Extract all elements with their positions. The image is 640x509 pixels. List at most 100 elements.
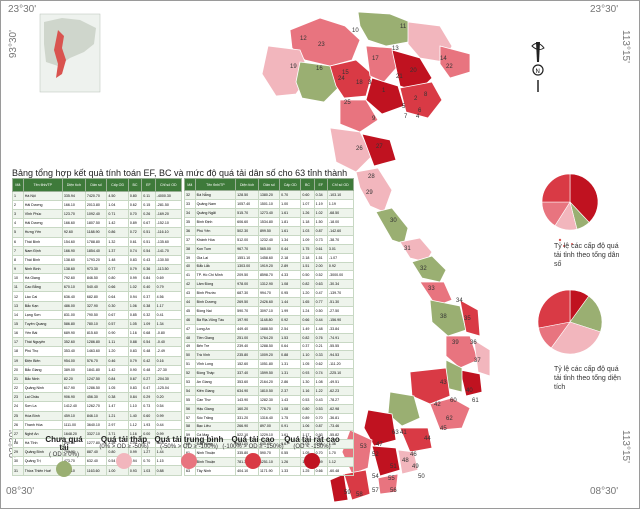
- table-cell: 1688.50: [257, 323, 281, 334]
- table-cell: 353.60: [235, 377, 259, 387]
- table-cell: 40: [184, 261, 196, 272]
- table-cell: 4: [12, 218, 24, 229]
- table-cell: Kon Tum: [194, 243, 237, 254]
- table-cell: 0.26: [141, 209, 156, 220]
- table-cell: -78.27: [326, 394, 355, 405]
- table-cell: Bình Phước: [194, 288, 237, 299]
- table-cell: 0.86: [106, 227, 129, 238]
- table-cell: 197.90: [235, 314, 259, 325]
- table-cell: 0.11: [141, 190, 156, 201]
- table-cell: -62.23: [326, 385, 355, 396]
- province-label: 63: [392, 430, 399, 436]
- table-cell: 1810.50: [257, 385, 281, 396]
- table-cell: 0.92: [279, 314, 302, 325]
- table-cell: 0.66: [300, 314, 315, 325]
- legend-item-low: Quá tải thấp (0% > OD ≥ -50%): [94, 436, 154, 469]
- table-cell: 1009.20: [257, 350, 281, 361]
- legend-range: (OD < -150%): [293, 444, 331, 450]
- table-cell: -2.49: [154, 346, 183, 357]
- table-cell: 0.44: [154, 419, 183, 430]
- table-cell: Nam Định: [22, 245, 63, 256]
- table-cell: 1.10: [127, 401, 143, 412]
- table-cell: 576.70: [84, 355, 108, 366]
- table-cell: -18.00: [326, 217, 355, 227]
- table-cell: 56: [184, 403, 196, 414]
- table-cell: -225.10: [326, 368, 355, 379]
- table-row: 49 Bến Tre 239.40 1288.50 0.64 0.37 0.21 -55.55: [184, 341, 355, 352]
- table-header-cell: Dân số: [84, 178, 108, 192]
- table-cell: 590.70: [235, 305, 259, 316]
- table-cell: 82.20: [61, 373, 86, 385]
- table-cell: 0.48: [141, 346, 156, 357]
- table-cell: Hưng Yên: [22, 227, 63, 238]
- table-row: 11 Cao Bằng 670.10 540.40 0.66 1.02 0.40 0.79: [12, 282, 183, 293]
- table-cell: -3000.00: [326, 270, 355, 281]
- province-label: 33: [428, 286, 435, 292]
- table-cell: Long An: [194, 323, 237, 334]
- table-cell: 1.99: [279, 305, 302, 316]
- table-cell: 0.82: [300, 332, 315, 343]
- table-cell: 636.40: [61, 291, 86, 302]
- table-cell: -113.50: [154, 263, 183, 275]
- table-cell: 4.50: [106, 190, 129, 201]
- table-cell: 0.70: [127, 209, 143, 220]
- table-header-cell: EF: [313, 177, 328, 192]
- table-cell: 335.94: [61, 190, 86, 201]
- table-cell: 0.38: [106, 392, 129, 403]
- province-label: 46: [410, 452, 417, 458]
- table-cell: 53: [184, 377, 196, 387]
- legend-swatch: [304, 453, 320, 469]
- table-cell: 0.99: [154, 410, 183, 421]
- table-cell: 0.70: [313, 412, 328, 423]
- table-cell: Vĩnh Long: [194, 359, 237, 370]
- table-cell: 1.34: [154, 318, 183, 330]
- table-cell: 0.83: [127, 254, 143, 266]
- table-cell: 0.73: [313, 234, 328, 245]
- province-label: 29: [366, 190, 373, 196]
- table-cell: 0.52: [313, 270, 328, 281]
- table-cell: 1.08: [279, 279, 302, 290]
- legend-title: Quá tải rất cao: [284, 435, 340, 444]
- table-cell: 0.84: [127, 392, 143, 403]
- table-cell: 0.36: [141, 263, 156, 275]
- province-label: 38: [440, 314, 447, 320]
- table-cell: 353.40: [61, 346, 86, 357]
- table-header-cell: Mã: [12, 178, 24, 192]
- table-cell: 1.40: [127, 410, 143, 421]
- table-cell: 1534.80: [257, 217, 281, 227]
- table-cell: 502.30: [235, 225, 259, 236]
- table-cell: 1463.60: [84, 346, 108, 357]
- legend-title: Quá tải thấp: [100, 435, 148, 444]
- table-cell: 1.19: [313, 199, 328, 210]
- table-cell: 0.77: [313, 297, 328, 307]
- table-cell: 0.62: [313, 359, 328, 370]
- table-cell: 10: [12, 273, 24, 284]
- table-cell: 0.42: [141, 355, 156, 366]
- province-label: 16: [316, 66, 323, 72]
- table-cell: 35: [184, 217, 196, 227]
- table-cell: 1551.10: [235, 252, 259, 263]
- province-label: 9: [372, 116, 376, 122]
- table-cell: 1.12: [127, 419, 143, 430]
- table-cell: 327.90: [84, 300, 108, 311]
- province-label: 25: [344, 100, 351, 106]
- province-label: 39: [452, 340, 459, 346]
- province-label: 12: [300, 36, 307, 42]
- table-cell: 13: [12, 300, 24, 311]
- table-cell: 790.50: [84, 309, 108, 320]
- table-cell: 1288.50: [257, 341, 281, 352]
- north-arrow-icon: N: [531, 42, 545, 92]
- table-cell: -68.50: [326, 208, 355, 219]
- table-cell: 1.22: [313, 385, 328, 396]
- table-row: 12 Lào Cai 636.40 682.80 0.64 0.94 0.37 4.56: [12, 291, 183, 302]
- pie-caption-population: Tỷ lệ các cấp độ quá tải tỉnh theo tổng …: [554, 243, 620, 268]
- table-row: 53 An Giang 353.60 2164.20 2.86 1.30 1.08 -49.5…: [184, 377, 355, 387]
- table-cell: Hà Giang: [22, 273, 63, 284]
- table-cell: -36.81: [326, 412, 355, 423]
- table-row: 25 Hòa Bình 459.10 846.10 1.21 1.40 0.60 0.99: [12, 410, 183, 421]
- table-cell: 0.79: [127, 355, 143, 366]
- province-label: 60: [450, 398, 457, 404]
- table-cell: 1764.20: [257, 332, 281, 343]
- table-cell: 1.03: [141, 465, 156, 476]
- table-cell: 269.50: [235, 297, 259, 307]
